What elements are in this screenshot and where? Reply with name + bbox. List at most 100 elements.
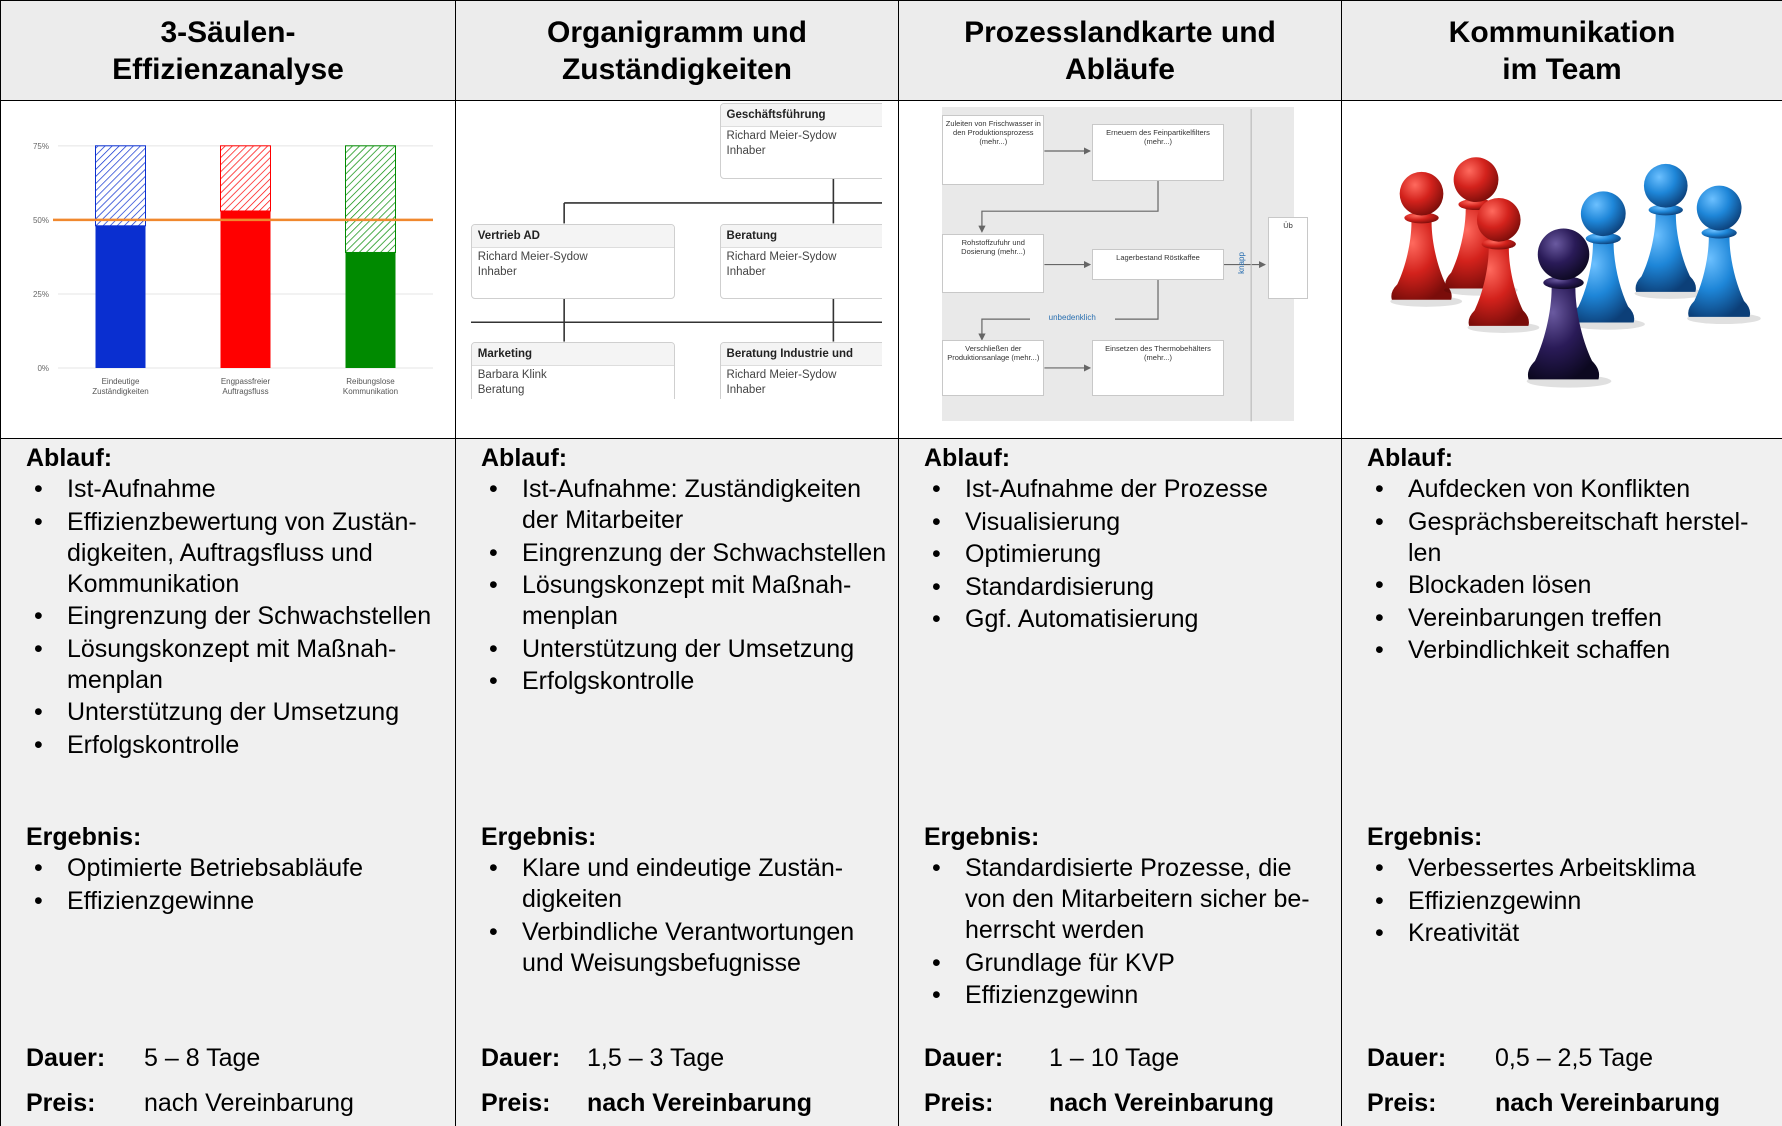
x-tick-label: Eindeutige Zuständigkeiten [92, 377, 149, 396]
dauer-value: 0,5 – 2,5 Tage [1495, 1044, 1654, 1072]
ergebnis-item: Verbessertes Arbeitsklima [1375, 853, 1772, 884]
pawn [1467, 198, 1540, 333]
dauer-row: Dauer: 1,5 – 3 Tage [481, 1042, 894, 1074]
pawn-collar [1648, 204, 1683, 216]
dauer-label: Dauer: [924, 1044, 1004, 1072]
ergebnis-item: Standardisierte Prozesse, die von den Mi… [932, 853, 1331, 946]
preis-label: Preis: [481, 1089, 551, 1117]
ablauf-section: Ablauf:Ist-Aufnahme: Zuständigkeiten der… [481, 442, 888, 699]
dauer-row: Dauer: 0,5 – 2,5 Tage [1367, 1042, 1778, 1074]
ergebnis-list: Klare und eindeutige Zustän­digkeitenVer… [481, 853, 888, 979]
ablauf-item: Eingrenzung der Schwachstel­len [489, 538, 888, 569]
ergebnis-item: Effizienzgewinn [932, 980, 1331, 1011]
org-chart: Geschäftsführung Richard Meier-Sydow Inhab… [470, 103, 882, 399]
pawn [1634, 163, 1707, 299]
pawn [1571, 191, 1645, 330]
dauer-label: Dauer: [1367, 1044, 1447, 1072]
ergebnis-label: Ergebnis: [1367, 823, 1483, 851]
bar-hatched [95, 145, 146, 227]
org-node-title: Geschäftsführung [720, 104, 882, 128]
org-node-role: Inhaber [726, 145, 766, 158]
dauer-label: Dauer: [481, 1044, 561, 1072]
process-node: Rohstoffzufuhr und Dosierung (mehr...) [942, 233, 1045, 293]
org-node-name: Richard Meier-Sydow [726, 368, 837, 381]
pawn-collar [1701, 227, 1737, 239]
ergebnis-section: Ergebnis:Verbessertes ArbeitsklimaEffizi… [1367, 821, 1772, 951]
ablauf-item: Eingrenzung der Schwachstel­len [34, 601, 445, 632]
bar-hatched [345, 145, 396, 253]
pawn-head [1399, 171, 1444, 216]
pawn-body [1688, 233, 1751, 317]
process-node: Erneuern des Feinpartikelfilters (mehr..… [1092, 123, 1224, 181]
column-title: Kommunikation im Team [1448, 15, 1676, 86]
process-node: Verschließen der Produktionsanlage (mehr… [942, 339, 1045, 397]
dauer-row: Dauer: 1 – 10 Tage [924, 1042, 1337, 1074]
ablauf-list: Ist-Aufnahme der ProzesseVisualisierungO… [924, 474, 1331, 635]
bar-hatched [220, 145, 271, 212]
preis-label: Preis: [26, 1089, 96, 1117]
preis-label: Preis: [1367, 1089, 1437, 1117]
dauer-row: Dauer: 5 – 8 Tage [26, 1042, 451, 1074]
ergebnis-section: Ergebnis:Optimierte BetriebsabläufeEffiz… [26, 821, 445, 918]
dauer-value: 5 – 8 Tage [144, 1044, 261, 1072]
ablauf-item: Gesprächsbereitschaft herstel­len [1375, 507, 1772, 569]
edge-label: knapp [1236, 251, 1246, 274]
dauer-label: Dauer: [26, 1044, 106, 1072]
ablauf-item: Lösungskonzept mit Maßnah­menplan [489, 570, 888, 632]
y-tick-label: 50% [33, 216, 49, 225]
y-tick-label: 25% [33, 290, 49, 299]
x-tick-label: Engpassfreier Auftragsfluss [220, 377, 271, 396]
ergebnis-section: Ergebnis:Standardisierte Prozesse, die v… [924, 821, 1331, 1013]
org-node-title: Marketing [471, 342, 675, 366]
ablauf-item: Lösungskonzept mit Maßnah­menplan [34, 634, 445, 696]
column-body: Ablauf:Aufdecken von KonfliktenGesprächs… [1342, 438, 1782, 1126]
ablauf-item: Blockaden lösen [1375, 570, 1772, 601]
preis-value: nach Vereinbarung [1049, 1089, 1275, 1117]
preis-value: nach Vereinbarung [1495, 1089, 1721, 1117]
edge-label: unbedenklich [1029, 313, 1115, 324]
ablauf-label: Ablauf: [481, 444, 568, 472]
org-node-name: Barbara Klink [477, 368, 547, 381]
pawn-head [1453, 157, 1499, 203]
ablauf-item: Optimierung [932, 539, 1331, 570]
ergebnis-item: Effizienzgewinn [1375, 886, 1772, 917]
process-arrows [978, 108, 1266, 422]
bar [220, 210, 271, 368]
ablauf-item: Vereinbarungen treffen [1375, 603, 1772, 634]
ablauf-list: Ist-Aufnahme: Zuständigkeiten der Mitarb… [481, 474, 888, 697]
pawn-head [1696, 185, 1742, 231]
pawn-collar [1543, 276, 1584, 290]
illustration [1342, 100, 1782, 438]
org-lines [470, 177, 882, 342]
pawn-photo [1390, 157, 1761, 388]
org-node: Marketing Barbara Klink Beratung [470, 341, 676, 399]
org-node-title: Beratung Industrie und [720, 342, 882, 366]
ablauf-label: Ablauf: [1367, 444, 1454, 472]
pawn-collar [1481, 238, 1516, 250]
ergebnis-list: Verbessertes ArbeitsklimaEffizienzgewinn… [1367, 853, 1772, 949]
column-header: Prozesslandkarte und Abläufe [899, 0, 1342, 100]
ablauf-section: Ablauf:Ist-AufnahmeEffizienzbewertung vo… [26, 442, 445, 762]
ablauf-item: Ist-Aufnahme der Prozesse [932, 474, 1331, 505]
column-title: Prozesslandkarte und Abläufe [964, 15, 1276, 86]
dauer-value: 1,5 – 3 Tage [587, 1044, 725, 1072]
ergebnis-item: Verbindliche Verantwortungen und Weisung… [489, 917, 888, 979]
ablauf-item: Aufdecken von Konflikten [1375, 474, 1772, 505]
column-header: Organigramm und Zuständigkeiten [456, 0, 899, 100]
org-node-role: Inhaber [726, 265, 766, 278]
ablauf-item: Visualisierung [932, 507, 1331, 538]
org-node: Geschäftsführung Richard Meier-Sydow Inhab… [719, 103, 882, 180]
pawn-head [1537, 228, 1590, 280]
preis-row: Preis: nach Vereinbarung [481, 1087, 894, 1119]
column-header: Kommunikation im Team [1342, 0, 1782, 100]
pawn-head [1476, 198, 1521, 242]
preis-label: Preis: [924, 1089, 994, 1117]
ergebnis-item: Klare und eindeutige Zustän­digkeiten [489, 853, 888, 915]
ablauf-label: Ablauf: [924, 444, 1011, 472]
pawn-body [1468, 244, 1529, 326]
preis-row: Preis: nach Vereinbarung [26, 1087, 451, 1119]
ablauf-item: Ggf. Automatisierung [932, 604, 1331, 635]
pawn-collar [1404, 212, 1439, 224]
ablauf-item: Ist-Aufnahme [34, 474, 445, 505]
